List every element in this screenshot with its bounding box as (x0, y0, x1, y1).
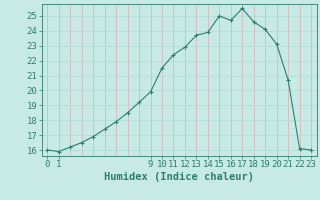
X-axis label: Humidex (Indice chaleur): Humidex (Indice chaleur) (104, 172, 254, 182)
